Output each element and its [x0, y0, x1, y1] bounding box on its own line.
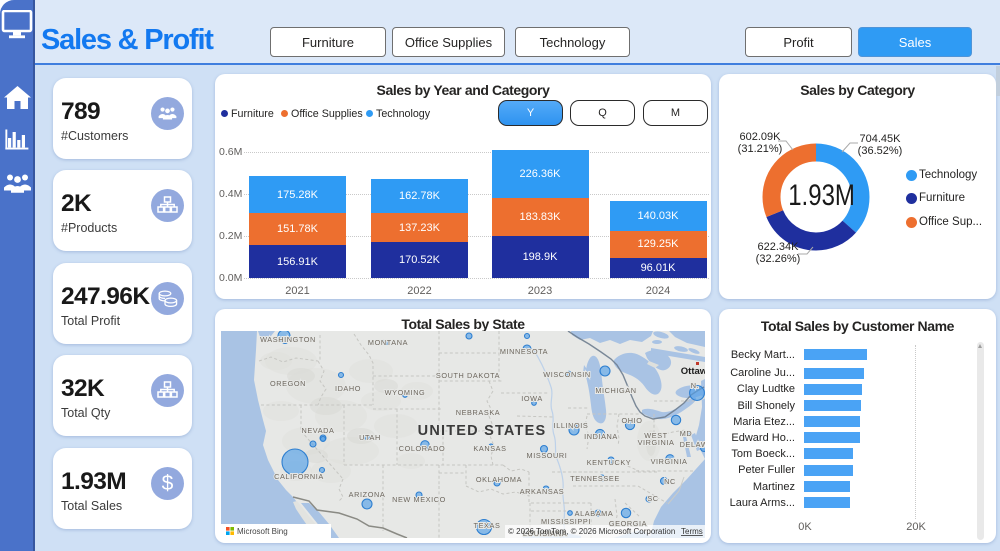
svg-text:UNITED STATES: UNITED STATES — [418, 423, 547, 439]
svg-text:ALABAMA: ALABAMA — [575, 509, 614, 518]
svg-text:MONTANA: MONTANA — [368, 338, 408, 347]
svg-text:Ottaw: Ottaw — [681, 366, 705, 377]
svg-text:OREGON: OREGON — [270, 379, 306, 388]
svg-text:VIRGINIA: VIRGINIA — [651, 457, 688, 466]
svg-text:© 2026 TomTom, © 2026 Microsof: © 2026 TomTom, © 2026 Microsoft Corporat… — [508, 527, 675, 536]
svg-text:WYOMING: WYOMING — [385, 388, 426, 397]
svg-text:KENTUCKY: KENTUCKY — [587, 458, 632, 467]
svg-text:MISSOURI: MISSOURI — [527, 451, 568, 460]
svg-text:ARIZONA: ARIZONA — [349, 490, 386, 499]
svg-text:UTAH: UTAH — [359, 433, 381, 442]
svg-text:COLORADO: COLORADO — [399, 444, 446, 453]
svg-text:WISCONSIN: WISCONSIN — [543, 370, 591, 379]
svg-text:ILLINOIS: ILLINOIS — [554, 421, 589, 430]
svg-text:VIRGINIA: VIRGINIA — [638, 438, 675, 447]
svg-text:ARKANSAS: ARKANSAS — [520, 487, 565, 496]
svg-text:NEVADA: NEVADA — [301, 426, 334, 435]
svg-text:GEORGIA: GEORGIA — [609, 519, 647, 528]
svg-text:IOWA: IOWA — [521, 394, 543, 403]
svg-text:Terms: Terms — [681, 527, 703, 536]
svg-text:KANSAS: KANSAS — [473, 444, 506, 453]
svg-text:OKLAHOMA: OKLAHOMA — [476, 475, 522, 484]
svg-text:WEST: WEST — [644, 431, 667, 440]
svg-text:Microsoft Bing: Microsoft Bing — [237, 527, 288, 536]
svg-text:MICHIGAN: MICHIGAN — [595, 386, 636, 395]
svg-text:NC: NC — [664, 477, 676, 486]
svg-text:WASHINGTON: WASHINGTON — [260, 335, 316, 344]
svg-text:MD: MD — [680, 429, 693, 438]
svg-text:MISSISSIPPI: MISSISSIPPI — [541, 517, 591, 526]
svg-text:MINNESOTA: MINNESOTA — [500, 347, 548, 356]
svg-text:N.: N. — [691, 381, 700, 390]
svg-text:CALIFORNIA: CALIFORNIA — [274, 472, 324, 481]
svg-text:TEXAS: TEXAS — [474, 521, 501, 530]
svg-text:LOUISIANA: LOUISIANA — [523, 529, 567, 538]
svg-text:IDAHO: IDAHO — [335, 384, 361, 393]
svg-text:INDIANA: INDIANA — [584, 432, 618, 441]
svg-text:DELAW: DELAW — [680, 440, 705, 449]
svg-text:SC: SC — [647, 494, 658, 503]
svg-text:OHIO: OHIO — [621, 416, 642, 425]
svg-text:NEBRASKA: NEBRASKA — [456, 408, 501, 417]
svg-text:NEW MEXICO: NEW MEXICO — [392, 495, 446, 504]
svg-text:TENNESSEE: TENNESSEE — [570, 474, 620, 483]
svg-text:SOUTH DAKOTA: SOUTH DAKOTA — [436, 371, 500, 380]
